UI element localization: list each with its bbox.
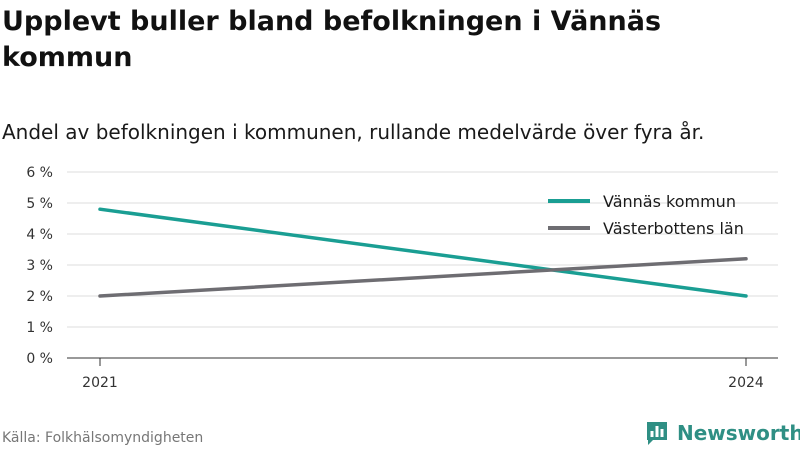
- chart-subtitle: Andel av befolkningen i kommunen, rullan…: [2, 120, 705, 144]
- legend-label: Västerbottens län: [603, 219, 744, 238]
- y-tick-label: 4 %: [26, 227, 53, 243]
- chart-title: Upplevt buller bland befolkningen i Vänn…: [2, 6, 662, 73]
- bar-chart-icon: [647, 422, 667, 445]
- brand-name: Newsworthy: [677, 421, 800, 445]
- y-tick-label: 1 %: [26, 320, 53, 336]
- y-tick-label: 6 %: [26, 165, 53, 181]
- x-tick-label: 2024: [728, 375, 764, 391]
- brand-logo: Newsworthy: [645, 420, 800, 446]
- y-tick-label: 3 %: [26, 258, 53, 274]
- x-tick-label: 2021: [82, 375, 118, 391]
- y-tick-label: 5 %: [26, 196, 53, 212]
- y-tick-label: 0 %: [26, 351, 53, 367]
- series-line: [98, 257, 748, 298]
- legend-label: Vännäs kommun: [603, 192, 736, 211]
- series-line: [98, 207, 748, 298]
- y-tick-label: 2 %: [26, 289, 53, 305]
- source-note: Källa: Folkhälsomyndigheten: [2, 430, 204, 446]
